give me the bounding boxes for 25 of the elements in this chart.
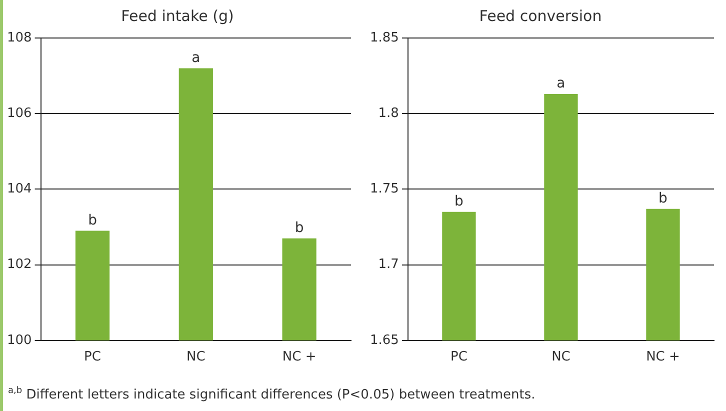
x-tick-label: NC [552, 350, 570, 365]
y-tick-label: 1.65 [370, 332, 399, 348]
chart-title: Feed conversion [479, 6, 602, 25]
y-tick-label: 104 [6, 182, 32, 197]
x-tick-label: PC [84, 350, 101, 365]
y-tick-label: 1.8 [378, 106, 399, 121]
data-label: b [294, 220, 304, 236]
y-tick-label: 102 [6, 257, 32, 272]
y-tick-label: 1.75 [370, 182, 399, 197]
x-tick-label: NC [186, 350, 206, 365]
data-label: a [556, 76, 566, 92]
data-label: a [192, 50, 200, 66]
chart-title: Feed intake (g) [121, 6, 234, 25]
x-tick-label: PC [450, 350, 468, 365]
y-tick-label: 1.85 [370, 30, 399, 46]
x-tick-label: NC + [646, 350, 680, 365]
y-tick-label: 108 [6, 30, 32, 46]
y-tick-label: 1.7 [378, 257, 399, 272]
y-tick-label: 100 [6, 332, 32, 348]
data-label: b [454, 194, 464, 210]
data-label: b [88, 212, 98, 228]
text: $^{a,b}$ Different letters indicate significant differences (P<0.05) between treatments. [8, 386, 536, 402]
x-tick-label: NC + [282, 350, 316, 365]
data-label: b [658, 190, 668, 206]
y-tick-label: 106 [6, 106, 32, 121]
